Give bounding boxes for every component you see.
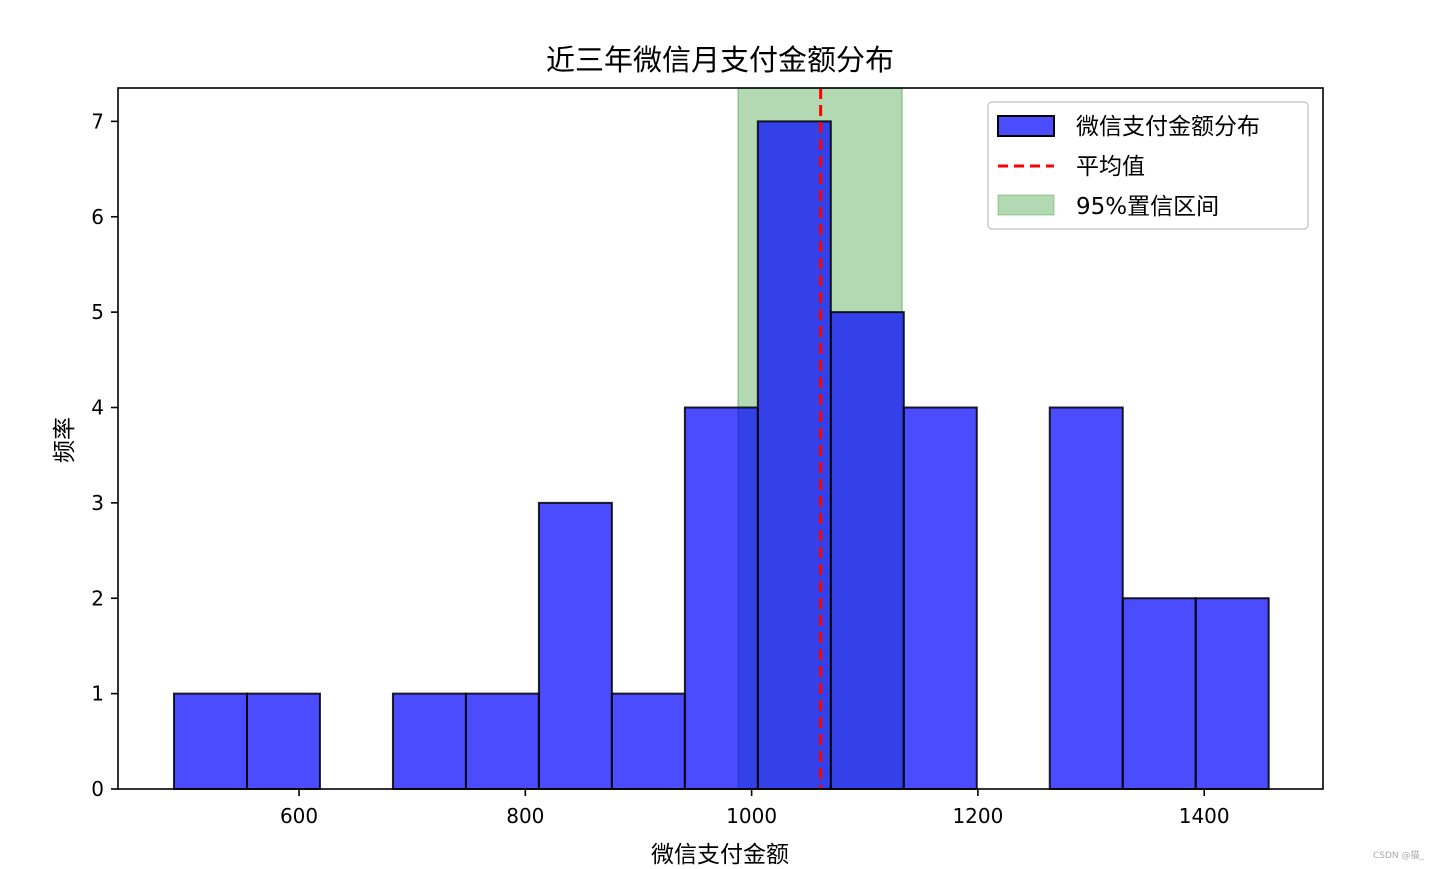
axes: 600 800 1000 1200 1400 0 1 2 3 4 5 6 7 xyxy=(91,87,1324,828)
x-tick-label: 1000 xyxy=(726,804,777,828)
y-tick-label: 2 xyxy=(91,586,104,610)
histogram-bar xyxy=(173,692,248,791)
histogram-bar xyxy=(245,692,321,791)
histogram-bar xyxy=(464,692,540,791)
x-tick-label: 1200 xyxy=(952,804,1003,828)
legend-swatch-histogram xyxy=(997,115,1055,137)
histogram-bar xyxy=(902,406,978,790)
histogram-bar xyxy=(610,692,686,791)
y-tick-label: 4 xyxy=(91,396,104,420)
chart-title: 近三年微信月支付金额分布 xyxy=(546,43,894,77)
y-axis-label: 频率 xyxy=(52,417,78,463)
histogram-bar xyxy=(1121,597,1197,791)
legend-label-ci: 95%置信区间 xyxy=(1076,194,1219,220)
x-axis-label: 微信支付金额 xyxy=(651,842,789,868)
legend: 微信支付金额分布 平均值 95%置信区间 xyxy=(987,101,1309,230)
histogram-bar xyxy=(829,311,905,790)
x-tick-label: 800 xyxy=(506,804,544,828)
plot-area xyxy=(173,87,1270,791)
y-tick-label: 0 xyxy=(91,777,104,801)
legend-label-mean: 平均值 xyxy=(1076,154,1145,180)
histogram-bar xyxy=(1048,406,1124,790)
x-tick-label: 1400 xyxy=(1179,804,1230,828)
histogram-bar xyxy=(391,692,467,791)
y-tick-label: 5 xyxy=(91,300,104,324)
y-tick-label: 7 xyxy=(91,109,104,133)
histogram-bar xyxy=(1194,597,1270,791)
y-tick-label: 1 xyxy=(91,682,104,706)
x-tick-label: 600 xyxy=(280,804,318,828)
y-tick-label: 6 xyxy=(91,205,104,229)
legend-swatch-ci xyxy=(997,194,1055,216)
histogram-bar xyxy=(683,406,759,790)
plot-frame xyxy=(117,87,1324,790)
legend-frame xyxy=(987,101,1309,230)
histogram-bar xyxy=(537,501,613,790)
y-tick-label: 3 xyxy=(91,491,104,515)
watermark: CSDN @猫_ xyxy=(1372,851,1424,861)
legend-label-histogram: 微信支付金额分布 xyxy=(1076,114,1260,140)
